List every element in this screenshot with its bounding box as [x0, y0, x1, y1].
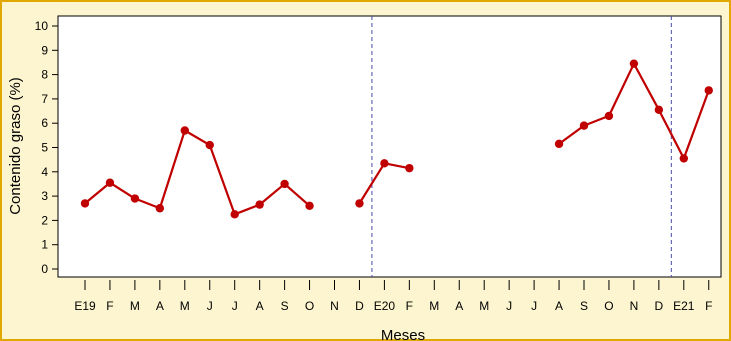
data-point	[230, 210, 239, 219]
x-tick-label: J	[232, 299, 238, 313]
series-line-segment	[384, 162, 410, 170]
data-point	[380, 159, 389, 168]
y-axis-title: Contenido graso (%)	[7, 77, 24, 215]
series-line-segment	[234, 203, 261, 216]
data-point	[654, 105, 664, 115]
data-point	[679, 154, 688, 163]
x-tick-label: M	[180, 299, 190, 313]
series-line-segment	[208, 144, 236, 215]
y-tick-label: 0	[41, 262, 48, 276]
x-tick-label: A	[555, 299, 563, 313]
series-line-segment	[158, 130, 186, 209]
data-point	[280, 179, 289, 189]
x-tick-label: J	[207, 299, 213, 313]
data-point	[205, 140, 214, 150]
x-tick-label: A	[256, 299, 264, 313]
series-line-segment	[558, 124, 585, 145]
y-tick-label: 3	[41, 189, 48, 203]
series-line-segment	[358, 162, 386, 204]
series-line-segment	[632, 63, 660, 111]
y-tick-label: 2	[41, 213, 48, 227]
data-point	[255, 200, 264, 209]
y-tick-label: 1	[41, 238, 48, 252]
x-tick-label: D	[655, 299, 664, 313]
x-tick-label: A	[455, 299, 463, 313]
x-tick-label: F	[106, 299, 113, 313]
x-tick-label: F	[705, 299, 712, 313]
y-tick-label: 9	[41, 43, 48, 57]
data-point	[554, 139, 564, 149]
x-tick-label: M	[479, 299, 489, 313]
data-point	[155, 204, 165, 213]
x-tick-label: S	[580, 299, 588, 313]
series-line-segment	[134, 197, 161, 210]
x-tick-label: J	[506, 299, 512, 313]
data-point	[704, 86, 713, 95]
x-tick-label: N	[630, 299, 639, 313]
data-point	[355, 199, 364, 208]
y-tick-label: 8	[41, 68, 48, 82]
x-tick-label: E19	[74, 299, 96, 313]
series-line-segment	[657, 109, 685, 159]
x-tick-label: D	[355, 299, 364, 313]
x-tick-label: M	[130, 299, 140, 313]
data-point	[130, 194, 140, 203]
x-tick-label: F	[406, 299, 413, 313]
x-tick-label: O	[604, 299, 613, 313]
y-tick-label: 5	[41, 141, 48, 155]
y-tick-label: 10	[35, 19, 49, 33]
x-axis-title: Meses	[381, 327, 425, 341]
data-point	[579, 121, 589, 130]
y-tick-label: 7	[41, 92, 48, 106]
x-tick-label: S	[281, 299, 289, 313]
x-tick-label: O	[305, 299, 314, 313]
data-point	[80, 199, 90, 208]
series-line-segment	[109, 181, 136, 200]
x-tick-label: M	[429, 299, 439, 313]
data-point	[105, 178, 115, 187]
x-tick-label: A	[156, 299, 164, 313]
plot-area	[57, 15, 722, 278]
data-point	[180, 126, 189, 135]
series-line-segment	[583, 114, 610, 127]
series-line-segment	[258, 183, 286, 206]
x-tick-label: E20	[374, 299, 396, 313]
data-point	[604, 111, 614, 121]
y-tick-label: 4	[41, 165, 48, 179]
x-tick-label: N	[330, 299, 339, 313]
series-line-segment	[682, 90, 710, 159]
data-point	[629, 59, 639, 68]
series-line-segment	[84, 181, 111, 205]
series-line-segment	[184, 129, 211, 147]
data-point	[405, 163, 414, 173]
data-point	[305, 201, 314, 211]
series-line-segment	[283, 183, 311, 207]
x-tick-label: J	[531, 299, 537, 313]
series-line-segment	[607, 63, 635, 117]
x-tick-label: E21	[673, 299, 695, 313]
y-tick-label: 6	[41, 116, 48, 130]
